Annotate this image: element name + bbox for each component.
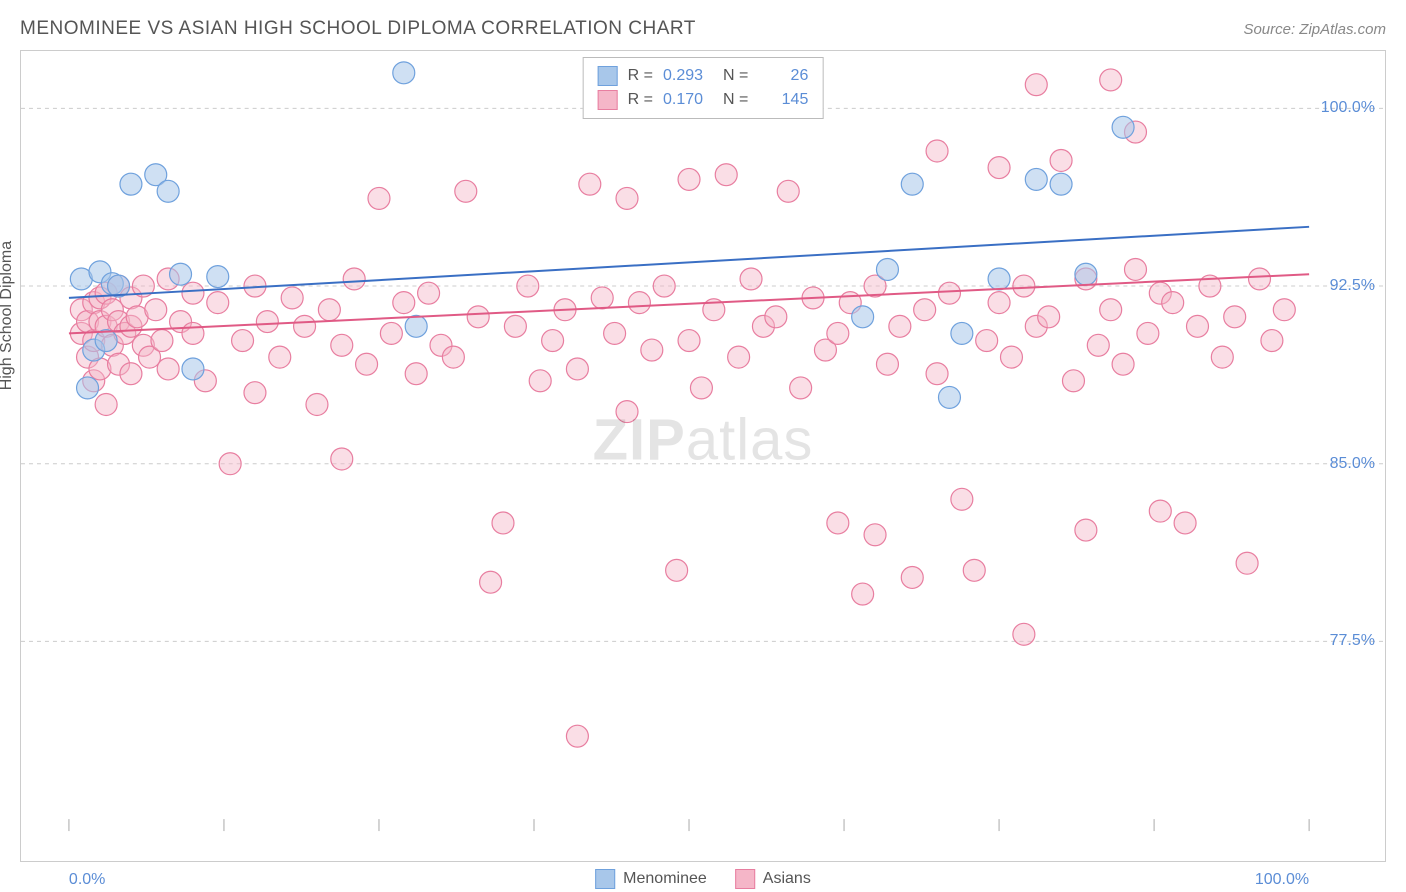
chart-source: Source: ZipAtlas.com [1243,21,1386,38]
legend-swatch-icon [595,869,615,889]
correlation-legend: R = 0.293 N = 26 R = 0.170 N = 145 [583,57,824,119]
series-legend: Menominee Asians [595,869,811,889]
chart-container: High School Diploma 77.5%85.0%92.5%100.0… [20,50,1386,862]
chart-header: MENOMINEE VS ASIAN HIGH SCHOOL DIPLOMA C… [20,18,1386,40]
x-tick-label: 0.0% [69,871,105,889]
y-axis-label: High School Diploma [0,241,16,390]
chart-title: MENOMINEE VS ASIAN HIGH SCHOOL DIPLOMA C… [20,18,696,40]
legend-r-value: 0.170 [663,88,713,112]
legend-swatch-icon [598,66,618,86]
legend-n-value: 145 [758,88,808,112]
legend-n-label: N = [723,64,748,88]
legend-row: R = 0.293 N = 26 [598,64,809,88]
legend-row: R = 0.170 N = 145 [598,88,809,112]
x-tick-label: 100.0% [1255,871,1309,889]
y-tick-label: 92.5% [1330,277,1375,295]
y-tick-label: 100.0% [1321,99,1375,117]
legend-n-label: N = [723,88,748,112]
legend-n-value: 26 [758,64,808,88]
legend-r-label: R = [628,64,653,88]
legend-swatch-icon [598,90,618,110]
legend-item: Asians [735,869,811,889]
y-tick-label: 85.0% [1330,455,1375,473]
scatter-plot [21,51,1385,861]
legend-r-label: R = [628,88,653,112]
legend-item-label: Asians [763,870,811,888]
legend-swatch-icon [735,869,755,889]
legend-item: Menominee [595,869,707,889]
legend-item-label: Menominee [623,870,707,888]
y-tick-label: 77.5% [1330,632,1375,650]
legend-r-value: 0.293 [663,64,713,88]
